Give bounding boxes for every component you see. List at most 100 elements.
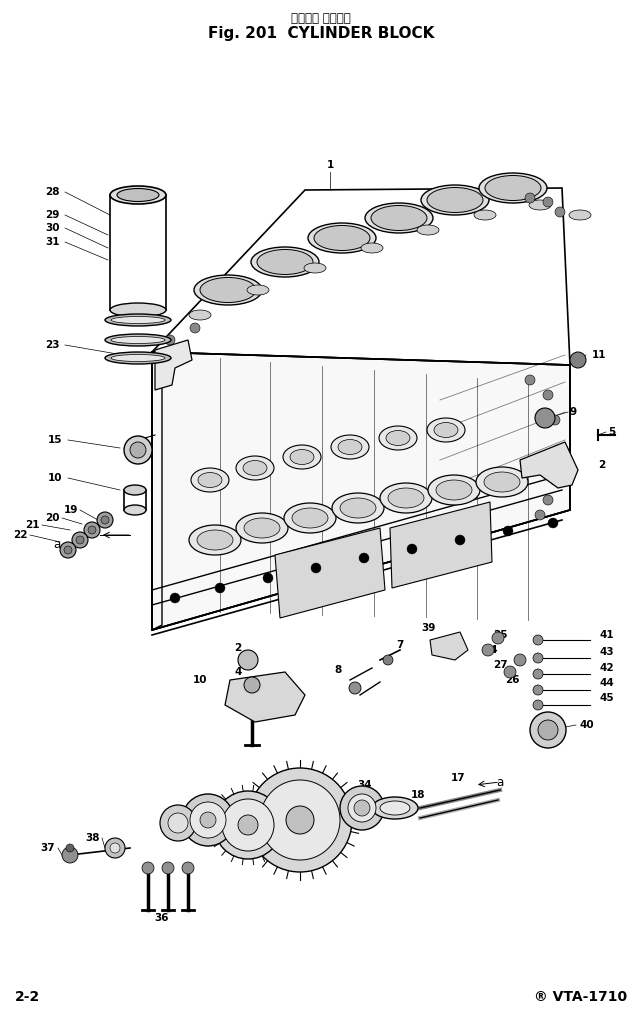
Ellipse shape	[197, 530, 233, 550]
Circle shape	[66, 844, 74, 852]
Text: 39: 39	[421, 623, 435, 633]
Circle shape	[543, 495, 553, 505]
Circle shape	[88, 526, 96, 534]
Circle shape	[349, 682, 361, 694]
Ellipse shape	[417, 225, 439, 235]
Ellipse shape	[479, 173, 547, 203]
Circle shape	[530, 712, 566, 748]
Circle shape	[383, 655, 393, 665]
Ellipse shape	[198, 473, 222, 487]
Text: 30: 30	[46, 223, 60, 233]
Text: 22: 22	[13, 530, 28, 540]
Text: 10: 10	[48, 473, 62, 483]
Text: 31: 31	[46, 237, 60, 247]
Ellipse shape	[421, 185, 489, 215]
Ellipse shape	[474, 210, 496, 220]
Circle shape	[222, 799, 274, 851]
Circle shape	[535, 408, 555, 428]
Text: 8: 8	[334, 665, 342, 675]
Circle shape	[286, 806, 314, 834]
Circle shape	[190, 802, 226, 838]
Text: 6: 6	[560, 450, 568, 460]
Text: 2: 2	[234, 643, 241, 653]
Ellipse shape	[110, 186, 166, 204]
Text: 2-2: 2-2	[15, 990, 40, 1004]
Ellipse shape	[371, 206, 427, 230]
Circle shape	[101, 516, 109, 524]
Ellipse shape	[124, 485, 146, 495]
Circle shape	[550, 415, 560, 425]
Ellipse shape	[332, 493, 384, 523]
Ellipse shape	[388, 488, 424, 508]
Text: 11: 11	[592, 350, 607, 360]
Ellipse shape	[365, 203, 433, 233]
Ellipse shape	[569, 210, 591, 220]
Ellipse shape	[111, 355, 165, 362]
Circle shape	[165, 335, 175, 345]
Polygon shape	[430, 632, 468, 660]
Circle shape	[124, 436, 152, 464]
Text: 37: 37	[40, 843, 55, 853]
Ellipse shape	[434, 423, 458, 437]
Circle shape	[238, 815, 258, 835]
Circle shape	[543, 390, 553, 400]
Circle shape	[354, 800, 370, 816]
Circle shape	[190, 323, 200, 333]
Ellipse shape	[236, 455, 274, 480]
Circle shape	[248, 768, 352, 872]
Text: 26: 26	[505, 675, 520, 685]
Circle shape	[533, 669, 543, 679]
Text: 27: 27	[493, 660, 508, 671]
Text: 2: 2	[598, 460, 605, 470]
Ellipse shape	[283, 445, 321, 469]
Ellipse shape	[111, 336, 165, 343]
Ellipse shape	[251, 247, 319, 277]
Circle shape	[215, 583, 225, 593]
Ellipse shape	[427, 187, 483, 213]
Circle shape	[97, 512, 113, 528]
Circle shape	[160, 805, 196, 841]
Ellipse shape	[485, 175, 541, 201]
Circle shape	[238, 650, 258, 671]
Text: a: a	[496, 775, 503, 789]
Text: 16: 16	[355, 795, 369, 805]
Text: 41: 41	[600, 630, 614, 640]
Ellipse shape	[247, 285, 269, 294]
Ellipse shape	[331, 435, 369, 459]
Ellipse shape	[189, 310, 211, 320]
Ellipse shape	[191, 468, 229, 492]
Circle shape	[525, 193, 535, 203]
Text: 4: 4	[234, 667, 241, 677]
Circle shape	[504, 666, 516, 678]
Text: 34: 34	[358, 780, 372, 790]
Text: 19: 19	[64, 505, 78, 515]
Ellipse shape	[111, 317, 165, 323]
Ellipse shape	[257, 250, 313, 274]
Circle shape	[170, 593, 180, 603]
Circle shape	[503, 526, 513, 536]
Circle shape	[311, 564, 321, 573]
Circle shape	[60, 542, 76, 558]
Circle shape	[64, 546, 72, 554]
Circle shape	[533, 685, 543, 695]
Circle shape	[533, 700, 543, 710]
Text: 23: 23	[46, 340, 60, 350]
Circle shape	[550, 475, 560, 485]
Text: 20: 20	[46, 513, 60, 523]
Circle shape	[84, 522, 100, 538]
Text: 45: 45	[600, 693, 614, 703]
Text: 17: 17	[451, 773, 465, 783]
Text: 10: 10	[193, 675, 207, 685]
Ellipse shape	[372, 797, 418, 819]
Circle shape	[514, 654, 526, 666]
Circle shape	[244, 677, 260, 693]
Text: Fig. 201  CYLINDER BLOCK: Fig. 201 CYLINDER BLOCK	[208, 26, 434, 41]
Text: 32: 32	[313, 795, 327, 805]
Ellipse shape	[361, 243, 383, 253]
Circle shape	[263, 573, 273, 583]
Polygon shape	[225, 672, 305, 722]
Text: 18: 18	[411, 790, 425, 800]
Ellipse shape	[194, 275, 262, 305]
Text: 15: 15	[48, 435, 62, 445]
Ellipse shape	[529, 200, 551, 210]
